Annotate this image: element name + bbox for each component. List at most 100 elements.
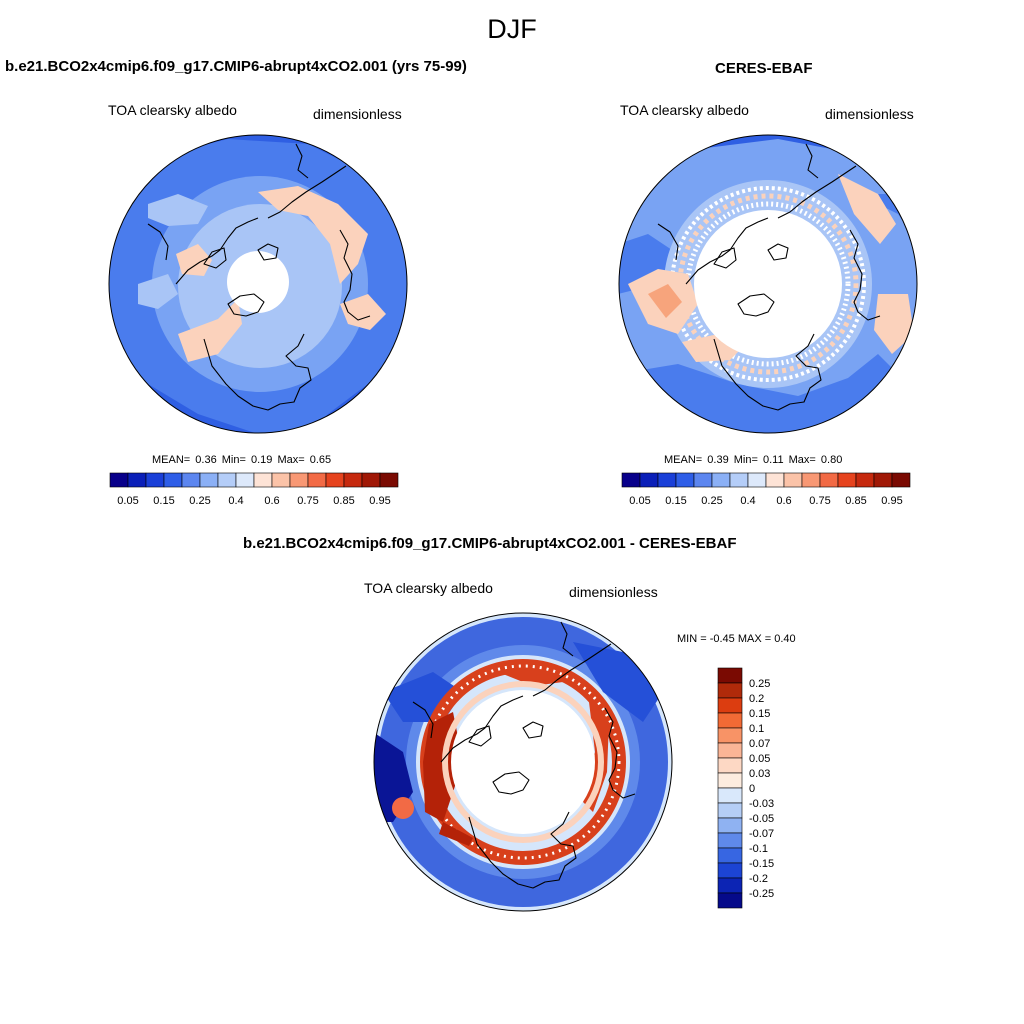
model-colorbar-label: 0.85 bbox=[333, 495, 354, 507]
model-colorbar-box bbox=[109, 472, 129, 488]
diff-colorbar-label: 0 bbox=[749, 783, 755, 795]
model-mean-value: 0.36 bbox=[195, 454, 217, 466]
peach-region bbox=[340, 294, 386, 330]
obs-min-label: Min= bbox=[733, 454, 758, 466]
diff-colorbar-box bbox=[717, 727, 743, 744]
coastline bbox=[777, 165, 857, 219]
model-colorbar-label: 0.4 bbox=[228, 495, 243, 507]
model-max-value: 0.65 bbox=[309, 454, 332, 466]
model-colorbar-box bbox=[271, 472, 291, 488]
obs-colorbar-label: 0.4 bbox=[740, 495, 755, 507]
coastline bbox=[767, 243, 789, 261]
polar-data-gap bbox=[227, 251, 289, 313]
model-mean-label: MEAN= bbox=[152, 454, 191, 466]
coastline bbox=[713, 247, 737, 269]
diff-colorbar-box bbox=[717, 817, 743, 834]
model-colorbar-box bbox=[253, 472, 273, 488]
obs-colorbar-box bbox=[765, 472, 785, 488]
obs-colorbar-box bbox=[819, 472, 839, 488]
diff-colorbar-label: -0.1 bbox=[749, 843, 768, 855]
salmon-region bbox=[648, 284, 682, 318]
model-panel-title: b.e21.BCO2x4cmip6.f09_g17.CMIP6-abrupt4x… bbox=[5, 58, 467, 75]
diff-colorbar-label: -0.15 bbox=[749, 858, 774, 870]
diff-colorbar-label: 0.05 bbox=[749, 753, 770, 765]
model-colorbar-box bbox=[379, 472, 399, 488]
diff-colorbar-box bbox=[717, 877, 743, 894]
peach-region bbox=[176, 244, 212, 276]
diff-colorbar-box bbox=[717, 682, 743, 699]
positive-spot bbox=[392, 797, 414, 819]
coastline bbox=[175, 217, 259, 285]
diff-colorbar-box bbox=[717, 862, 743, 879]
model-colorbar-label: 0.15 bbox=[153, 495, 174, 507]
model-min-label: Min= bbox=[221, 454, 246, 466]
mid-blue-region bbox=[619, 234, 678, 294]
coastline bbox=[604, 707, 636, 799]
coastline bbox=[203, 247, 227, 269]
model-colorbar-box bbox=[127, 472, 147, 488]
obs-colorbar-box bbox=[837, 472, 857, 488]
diff-polar-map bbox=[373, 612, 673, 912]
obs-colorbar-box bbox=[747, 472, 767, 488]
sea-ice-fringe bbox=[677, 193, 859, 375]
diff-variable-label: TOA clearsky albedo bbox=[364, 580, 493, 596]
peach-region bbox=[258, 186, 368, 284]
obs-colorbar-label: 0.15 bbox=[665, 495, 686, 507]
obs-stats: MEAN= 0.39 Min= 0.11 Max= 0.80 bbox=[664, 454, 842, 466]
model-colorbar-box bbox=[235, 472, 255, 488]
coastline bbox=[849, 229, 881, 321]
diff-colorbar-box bbox=[717, 697, 743, 714]
diff-colorbar-label: -0.07 bbox=[749, 828, 774, 840]
obs-colorbar-box bbox=[657, 472, 677, 488]
diff-colorbar-label: -0.25 bbox=[749, 888, 774, 900]
obs-colorbar-box bbox=[711, 472, 731, 488]
obs-colorbar-box bbox=[729, 472, 749, 488]
map-boundary bbox=[618, 134, 918, 434]
diff-colorbar-label: 0.15 bbox=[749, 708, 770, 720]
map-layer bbox=[109, 135, 407, 433]
diff-colorbar-label: 0.2 bbox=[749, 693, 764, 705]
obs-colorbar-box bbox=[675, 472, 695, 488]
negative-band bbox=[406, 645, 640, 879]
obs-colorbar-label: 0.25 bbox=[701, 495, 722, 507]
diff-minmax: MIN = -0.45 MAX = 0.40 bbox=[677, 633, 796, 645]
coastline bbox=[339, 229, 371, 321]
figure-title: DJF bbox=[487, 14, 537, 44]
diff-colorbar-box bbox=[717, 832, 743, 849]
obs-min-value: 0.11 bbox=[762, 454, 784, 466]
model-colorbar-box bbox=[289, 472, 309, 488]
polar-data-gap bbox=[694, 210, 842, 358]
obs-colorbar-box bbox=[891, 472, 911, 488]
model-colorbar-label: 0.25 bbox=[189, 495, 210, 507]
obs-colorbar-box bbox=[855, 472, 875, 488]
obs-colorbar-label: 0.85 bbox=[845, 495, 866, 507]
coastline bbox=[685, 217, 769, 285]
diff-colorbar-box bbox=[717, 847, 743, 864]
diff-colorbar-box bbox=[717, 802, 743, 819]
coastline bbox=[468, 725, 492, 747]
obs-colorbar-label: 0.05 bbox=[629, 495, 650, 507]
diff-colorbar-box bbox=[717, 772, 743, 789]
diff-colorbar-box bbox=[717, 712, 743, 729]
weak-positive-ring bbox=[442, 681, 604, 843]
obs-colorbar-box bbox=[639, 472, 659, 488]
positive-region bbox=[503, 670, 563, 686]
diff-colorbar-box bbox=[717, 892, 743, 909]
diff-colorbar-label: -0.05 bbox=[749, 813, 774, 825]
model-colorbar-box bbox=[145, 472, 165, 488]
diff-colorbar: 0.25 0.2 0.15 0.1 0.07 0.05 0.03 0 -0.03 -0.05 -0.… bbox=[717, 667, 774, 909]
coastline bbox=[492, 771, 530, 795]
coastline bbox=[713, 333, 822, 411]
model-colorbar-label: 0.05 bbox=[117, 495, 138, 507]
pale-blue-region bbox=[148, 194, 208, 226]
peach-region bbox=[874, 294, 914, 354]
obs-colorbar-box bbox=[801, 472, 821, 488]
peach-region bbox=[178, 299, 242, 362]
strong-positive-region bbox=[439, 822, 473, 846]
coastline bbox=[468, 811, 577, 889]
model-colorbar-box bbox=[217, 472, 237, 488]
polar-data-gap bbox=[451, 690, 595, 834]
diff-colorbar-box bbox=[717, 787, 743, 804]
coastline bbox=[295, 143, 309, 179]
obs-max-label: Max= bbox=[788, 454, 816, 466]
